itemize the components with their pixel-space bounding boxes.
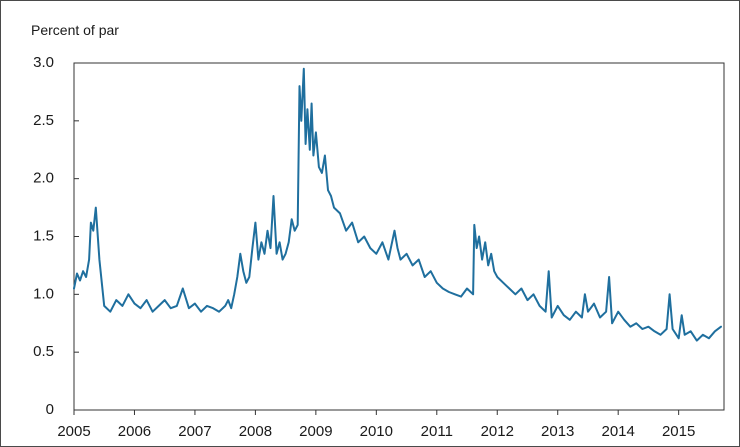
x-tick-label: 2010 xyxy=(360,423,393,440)
x-tick-label: 2005 xyxy=(57,423,90,440)
x-tick-label: 2012 xyxy=(481,423,514,440)
x-tick-label: 2013 xyxy=(541,423,574,440)
x-tick-label: 2007 xyxy=(178,423,211,440)
y-tick-label: 0.5 xyxy=(33,343,54,360)
series-line xyxy=(73,67,722,342)
y-axis-unit-label: Percent of par xyxy=(31,22,119,38)
y-axis: 0 0.5 1.0 1.5 2.0 2.5 3.0 xyxy=(33,54,79,418)
x-tick-label: 2014 xyxy=(601,423,634,440)
x-tick-label: 2011 xyxy=(421,423,453,440)
x-tick-label: 2008 xyxy=(239,423,272,440)
y-tick-label: 2.5 xyxy=(33,112,54,129)
y-tick-label: 2.0 xyxy=(33,170,54,187)
y-tick-label: 1.5 xyxy=(33,227,54,244)
x-tick-label: 2009 xyxy=(299,423,332,440)
y-tick-label: 3.0 xyxy=(33,54,54,71)
x-tick-label: 2006 xyxy=(118,423,151,440)
y-tick-label: 0 xyxy=(46,401,54,418)
x-axis: 2005 2006 2007 2008 2009 2010 2011 2012 2013 2014… xyxy=(57,410,695,440)
x-tick-label: 2015 xyxy=(662,423,695,440)
plot-area-border xyxy=(73,62,725,411)
y-tick-label: 1.0 xyxy=(33,285,54,302)
